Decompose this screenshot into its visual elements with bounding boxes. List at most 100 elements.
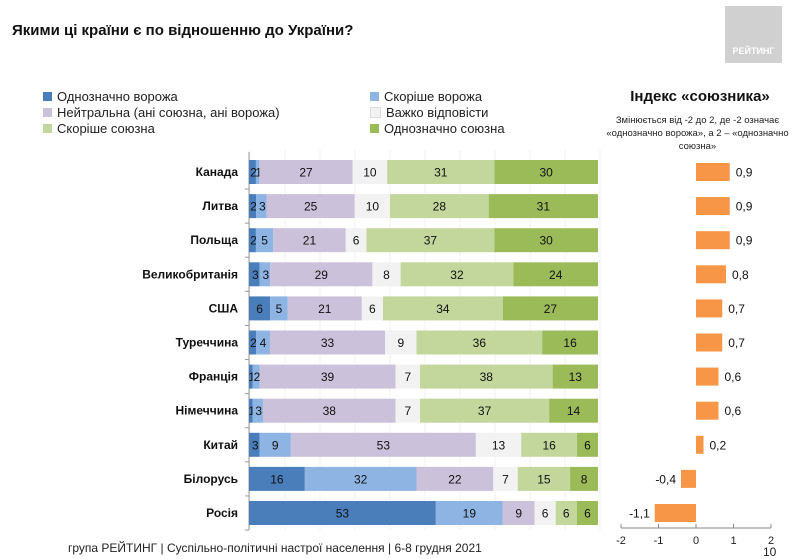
data-label: 10 xyxy=(363,166,377,180)
data-label: 36 xyxy=(473,336,487,350)
data-label: 9 xyxy=(515,507,522,521)
category-label: Франція xyxy=(189,370,238,384)
bar-segment xyxy=(542,330,598,355)
index-value-label: 0,7 xyxy=(728,302,745,316)
data-label: 5 xyxy=(261,234,268,248)
bar-segment xyxy=(249,228,256,253)
data-label: 24 xyxy=(549,268,563,282)
category-label: Туреччина xyxy=(176,336,239,350)
bar-segment xyxy=(552,364,598,389)
bar-segment xyxy=(287,296,362,321)
data-label: 2 xyxy=(250,166,257,180)
bar-segment xyxy=(249,296,271,321)
data-label: 3 xyxy=(263,268,270,282)
bar-segment xyxy=(255,330,270,355)
data-label: 38 xyxy=(480,370,494,384)
bar-segment xyxy=(249,398,253,423)
index-bar xyxy=(696,333,723,352)
index-tick-label: -2 xyxy=(616,535,626,547)
index-value-label: 0,2 xyxy=(710,438,727,452)
legend-swatch xyxy=(43,108,52,117)
category-label: Польща xyxy=(190,233,238,247)
bar-segment xyxy=(249,466,305,491)
legend-swatch xyxy=(370,92,379,101)
bar-segment xyxy=(255,160,260,184)
bar-segment xyxy=(290,432,476,457)
rating-logo: РЕЙТИНГ xyxy=(725,6,782,63)
data-label: 27 xyxy=(544,302,558,316)
bar-segment xyxy=(494,228,598,253)
data-label: 22 xyxy=(448,472,462,486)
index-bar xyxy=(696,435,704,454)
legend-swatch xyxy=(370,107,381,118)
category-label: Великобританія xyxy=(142,267,238,281)
index-bar xyxy=(696,265,726,284)
bar-segment xyxy=(256,194,267,219)
bar-segment xyxy=(259,160,353,184)
index-value-label: 0,7 xyxy=(728,336,745,350)
index-title: Індекс «союзника» xyxy=(630,88,770,105)
data-label: 32 xyxy=(450,268,464,282)
data-label: 30 xyxy=(539,166,553,180)
legend-item: Однозначно союзна xyxy=(370,121,505,136)
bar-segment xyxy=(493,466,518,491)
data-label: 2 xyxy=(250,336,257,350)
category-label: США xyxy=(209,301,239,315)
data-label: 5 xyxy=(276,302,283,316)
bar-segment xyxy=(534,501,556,525)
bar-segment xyxy=(395,398,421,423)
index-tick-label: 1 xyxy=(730,535,736,547)
bar-segment xyxy=(372,262,401,287)
data-label: 6 xyxy=(369,302,376,316)
data-label: 3 xyxy=(252,438,259,452)
logo-text: РЕЙТИНГ xyxy=(732,46,775,56)
bar-segment xyxy=(273,228,346,253)
legend-swatch xyxy=(370,124,379,133)
legend-label: Однозначно ворожа xyxy=(57,89,178,104)
data-label: 1 xyxy=(248,370,255,384)
index-bar xyxy=(696,299,723,318)
bar-segment xyxy=(252,364,260,389)
legend-label: Скоріше ворожа xyxy=(384,89,483,104)
bar-segment xyxy=(352,160,388,184)
legend-item: Скоріше ворожа xyxy=(370,89,482,104)
index-value-label: 0,6 xyxy=(725,370,742,384)
data-label: 16 xyxy=(270,472,284,486)
index-bar xyxy=(681,469,696,488)
bar-segment xyxy=(400,262,514,287)
bar-segment xyxy=(517,466,571,491)
data-label: 6 xyxy=(256,302,263,316)
data-label: 15 xyxy=(537,472,551,486)
bar-segment xyxy=(354,194,391,219)
bar-segment xyxy=(488,194,598,219)
bar-segment xyxy=(249,432,260,457)
index-value-label: 0,9 xyxy=(736,234,753,248)
data-label: 13 xyxy=(569,370,583,384)
data-label: 7 xyxy=(404,370,411,384)
data-label: 6 xyxy=(542,507,549,521)
data-label: 16 xyxy=(542,438,556,452)
bar-segment xyxy=(252,398,263,423)
legend-label: Важко відповісти xyxy=(386,105,489,120)
bar-segment xyxy=(549,398,598,423)
category-label: Німеччина xyxy=(176,404,239,418)
index-tick-label: 2 xyxy=(768,535,774,547)
bar-segment xyxy=(259,262,271,287)
bar-segment xyxy=(576,501,598,525)
data-label: 14 xyxy=(567,404,581,418)
data-label: 30 xyxy=(539,234,553,248)
data-label: 33 xyxy=(321,336,335,350)
bar-segment xyxy=(475,432,522,457)
data-label: 9 xyxy=(397,336,404,350)
bar-segment xyxy=(361,296,383,321)
legend-label: Скоріше союзна xyxy=(57,121,155,136)
bar-segment xyxy=(494,160,598,184)
data-label: 16 xyxy=(563,336,577,350)
data-label: 6 xyxy=(563,507,570,521)
data-label: 1 xyxy=(248,404,255,418)
data-label: 27 xyxy=(299,166,313,180)
bar-segment xyxy=(395,364,421,389)
page-title: Якими ці країни є по відношенню до Украї… xyxy=(12,22,354,39)
data-label: 9 xyxy=(272,438,279,452)
